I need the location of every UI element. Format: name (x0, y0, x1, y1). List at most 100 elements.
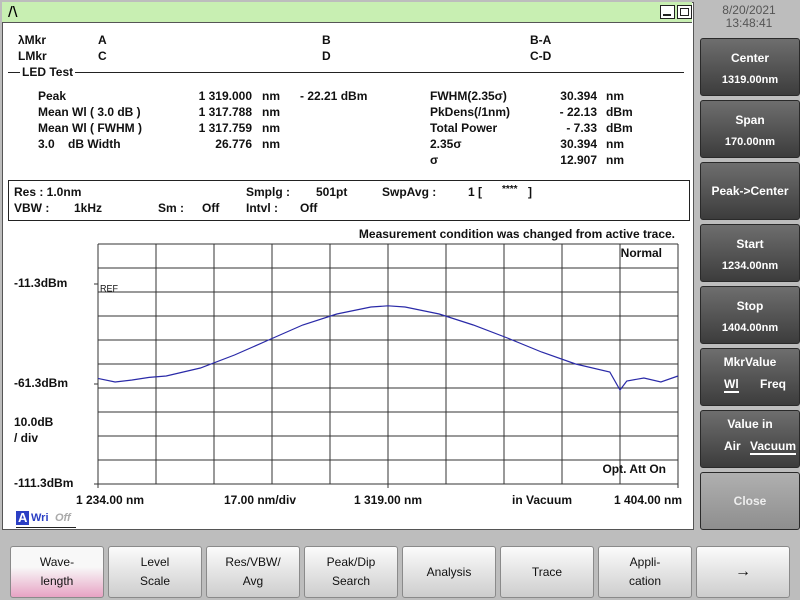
bottom-button-label: Analysis (426, 565, 472, 579)
title-bar: /\ (2, 2, 692, 23)
marker-b-a: B-A (530, 33, 552, 47)
result-label: FWHM(2.35σ) (430, 89, 507, 103)
section-title: LED Test (20, 65, 76, 79)
marker-b: B (322, 33, 331, 47)
side-button-title: Span (735, 113, 765, 127)
maximize-button[interactable] (677, 5, 692, 19)
bottom-button[interactable] (402, 546, 496, 598)
setting: **** (502, 184, 518, 195)
result-level: - 22.21 dBm (300, 89, 368, 103)
result-unit: nm (606, 137, 624, 151)
bottom-button-label: cation (628, 574, 662, 588)
bottom-button[interactable] (10, 546, 104, 598)
section-rule (8, 72, 684, 73)
trace (97, 305, 679, 392)
side-button-option[interactable]: Vacuum (750, 439, 797, 455)
result-value: 12.907 (560, 153, 597, 167)
side-button-title: Start (736, 237, 764, 251)
result-unit: nm (262, 137, 280, 151)
trace-mode: Wri (31, 512, 49, 524)
setting: Off (202, 201, 220, 215)
marker-a: A (98, 33, 107, 47)
main-window (2, 2, 694, 530)
bottom-button[interactable] (304, 546, 398, 598)
side-button-title: Close (733, 494, 767, 508)
settings-box (8, 180, 690, 221)
bottom-button-label: Search (331, 574, 371, 588)
side-button-title: MkrValue (723, 355, 777, 369)
bottom-button-label: Appli- (629, 555, 661, 569)
side-button[interactable] (700, 348, 800, 406)
bottom-button-label: length (40, 574, 74, 588)
side-button[interactable] (700, 224, 800, 282)
result-unit: nm (262, 89, 280, 103)
result-value: 1 317.759 (198, 121, 252, 135)
y-scale: 10.0dB (14, 415, 54, 429)
marker-c: C (98, 49, 107, 63)
bottom-button-label: Avg (242, 574, 264, 588)
bottom-button[interactable] (696, 546, 790, 598)
marker-d: D (322, 49, 331, 63)
side-button-option[interactable]: Freq (760, 377, 787, 391)
bottom-button[interactable] (108, 546, 202, 598)
result-label: σ (430, 153, 439, 167)
result-label: 3.0 dB Width (38, 137, 121, 151)
ref-label: REF (100, 283, 119, 293)
result-value: 30.394 (560, 137, 597, 151)
time: 13:48:41 (725, 16, 773, 30)
result-value: 1 319.000 (198, 89, 252, 103)
bottom-button-label: Level (140, 555, 170, 569)
side-button[interactable] (700, 286, 800, 344)
result-unit: nm (262, 105, 280, 119)
x-scale: 17.00 nm/div (224, 493, 296, 507)
marker-label: LMkr (18, 49, 47, 63)
setting: 1kHz (74, 201, 103, 215)
result-label: 2.35σ (430, 137, 462, 151)
setting: Res : 1.0nm (14, 185, 82, 199)
side-button-value: 1404.00nm (721, 322, 779, 334)
result-label: Mean Wl ( FWHM ) (38, 121, 142, 135)
x-tick-label: 1 234.00 nm (76, 493, 144, 507)
result-label: Mean Wl ( 3.0 dB ) (38, 105, 141, 119)
trace-state: Off (55, 512, 71, 524)
setting: SwpAvg : (382, 185, 437, 199)
marker-c-d: C-D (530, 49, 552, 63)
bottom-button-label: Wave- (39, 555, 75, 569)
bottom-button[interactable] (500, 546, 594, 598)
setting: VBW : (14, 201, 50, 215)
side-button-option[interactable]: Air (724, 439, 741, 453)
side-button-title: Center (730, 51, 769, 65)
minimize-button[interactable] (660, 5, 675, 19)
bottom-button[interactable] (206, 546, 300, 598)
logo: /\ (8, 5, 18, 20)
side-button-value: 1234.00nm (721, 260, 779, 272)
sweep-mode: Normal (621, 246, 662, 260)
bottom-button-label: Trace (531, 565, 563, 579)
setting: Smplg : (246, 185, 290, 199)
result-value: 26.776 (215, 137, 252, 151)
side-button[interactable] (700, 38, 800, 96)
side-button-title: Peak->Center (711, 184, 789, 198)
y-scale-unit: / div (14, 431, 38, 445)
date: 8/20/2021 (722, 3, 776, 17)
result-value: - 7.33 (566, 121, 597, 135)
side-button[interactable] (700, 472, 800, 530)
result-unit: dBm (606, 121, 633, 135)
setting: Off (300, 201, 318, 215)
setting: 501pt (316, 185, 348, 199)
side-button-option[interactable]: Wl (724, 377, 739, 393)
result-label: PkDens(/1nm) (430, 105, 511, 119)
y-tick-label: -61.3dBm (14, 376, 68, 390)
bottom-button-label: Peak/Dip (326, 555, 376, 569)
x-tick-label: 1 404.00 nm (614, 493, 682, 507)
result-unit: nm (606, 153, 624, 167)
side-button[interactable] (700, 162, 800, 220)
bottom-button[interactable] (598, 546, 692, 598)
setting: ] (528, 185, 532, 199)
trace-rule (16, 527, 76, 528)
side-button[interactable] (700, 100, 800, 158)
result-label: Total Power (430, 121, 498, 135)
setting: Sm : (158, 201, 185, 215)
